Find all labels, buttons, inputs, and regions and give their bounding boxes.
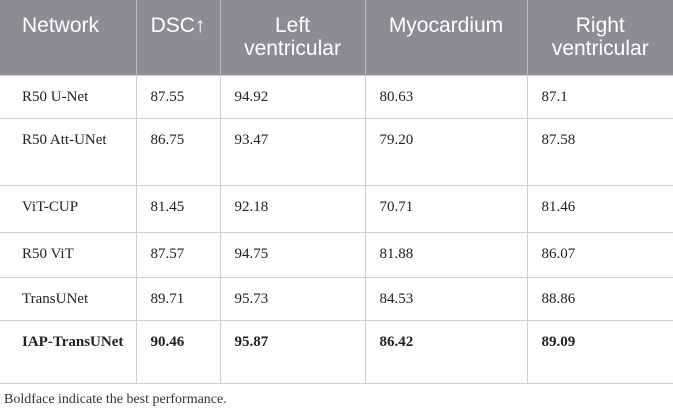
value-cell: 89.71 [135,276,221,321]
table-header: Network DSC↑ Left ventricular Myocardium Rig… [0,0,673,75]
value-cell: 81.88 [364,231,528,278]
network-cell: R50 ViT [0,231,137,278]
network-cell: TransUNet [0,276,137,321]
footnote: Boldface indicate the best performance. [4,392,227,407]
header-cell: Right ventricular [526,0,673,75]
header-cell: Left ventricular [219,0,365,75]
value-cell: 93.47 [219,117,366,186]
value-cell: 89.09 [526,319,673,384]
table-row: TransUNet 89.71 95.73 84.53 88.86 [0,276,673,321]
value-cell: 86.07 [526,231,673,278]
value-cell: 81.45 [135,184,221,233]
value-cell: 92.18 [219,184,366,233]
table-row: R50 U-Net 87.55 94.92 80.63 87.1 [0,74,673,119]
value-cell: 87.58 [526,117,673,186]
network-cell: R50 Att-UNet [0,117,137,186]
table-row: IAP-TransUNet 90.46 95.87 86.42 89.09 [0,319,673,384]
value-cell: 87.57 [135,231,221,278]
value-cell: 81.46 [526,184,673,233]
value-cell: 90.46 [135,319,221,384]
value-cell: 88.86 [526,276,673,321]
header-cell: Myocardium [364,0,527,75]
value-cell: 86.42 [364,319,528,384]
value-cell: 86.75 [135,117,221,186]
table-row: R50 Att-UNet 86.75 93.47 79.20 87.58 [0,117,673,186]
value-cell: 70.71 [364,184,528,233]
value-cell: 94.92 [219,74,366,119]
network-cell: ViT-CUP [0,184,137,233]
value-cell: 95.73 [219,276,366,321]
table-body: R50 U-Net 87.55 94.92 80.63 87.1 R50 Att-UNet… [0,74,673,384]
value-cell: 87.55 [135,74,221,119]
value-cell: 94.75 [219,231,366,278]
value-cell: 80.63 [364,74,528,119]
header-cell: DSC↑ [135,0,220,75]
value-cell: 87.1 [526,74,673,119]
header-cell: Network [0,0,136,75]
network-cell: IAP-TransUNet [0,319,137,384]
table-row: ViT-CUP 81.45 92.18 70.71 81.46 [0,184,673,233]
value-cell: 95.87 [219,319,366,384]
value-cell: 84.53 [364,276,528,321]
value-cell: 79.20 [364,117,528,186]
network-cell: R50 U-Net [0,74,137,119]
header-row: Network DSC↑ Left ventricular Myocardium Rig… [0,0,673,75]
results-table: Network DSC↑ Left ventricular Myocardium Rig… [0,0,673,384]
table-row: R50 ViT 87.57 94.75 81.88 86.07 [0,231,673,278]
